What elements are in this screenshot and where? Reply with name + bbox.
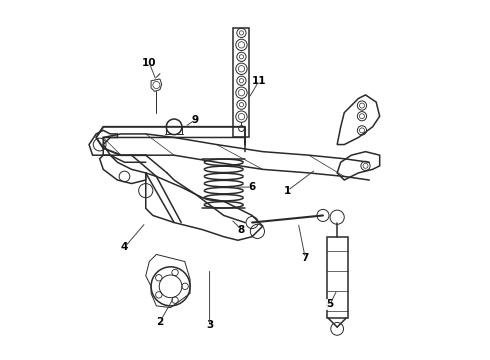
Bar: [233, 28, 249, 138]
Text: 4: 4: [121, 242, 128, 252]
Text: 9: 9: [192, 115, 199, 125]
Text: 5: 5: [326, 299, 334, 309]
Text: 11: 11: [252, 76, 267, 86]
Text: 8: 8: [238, 225, 245, 235]
Text: 2: 2: [156, 317, 164, 327]
Text: 6: 6: [248, 182, 256, 192]
Text: 10: 10: [142, 58, 156, 68]
Text: 7: 7: [301, 253, 309, 263]
Text: 1: 1: [284, 186, 291, 195]
Text: 3: 3: [206, 320, 213, 330]
Bar: [326, 237, 348, 318]
